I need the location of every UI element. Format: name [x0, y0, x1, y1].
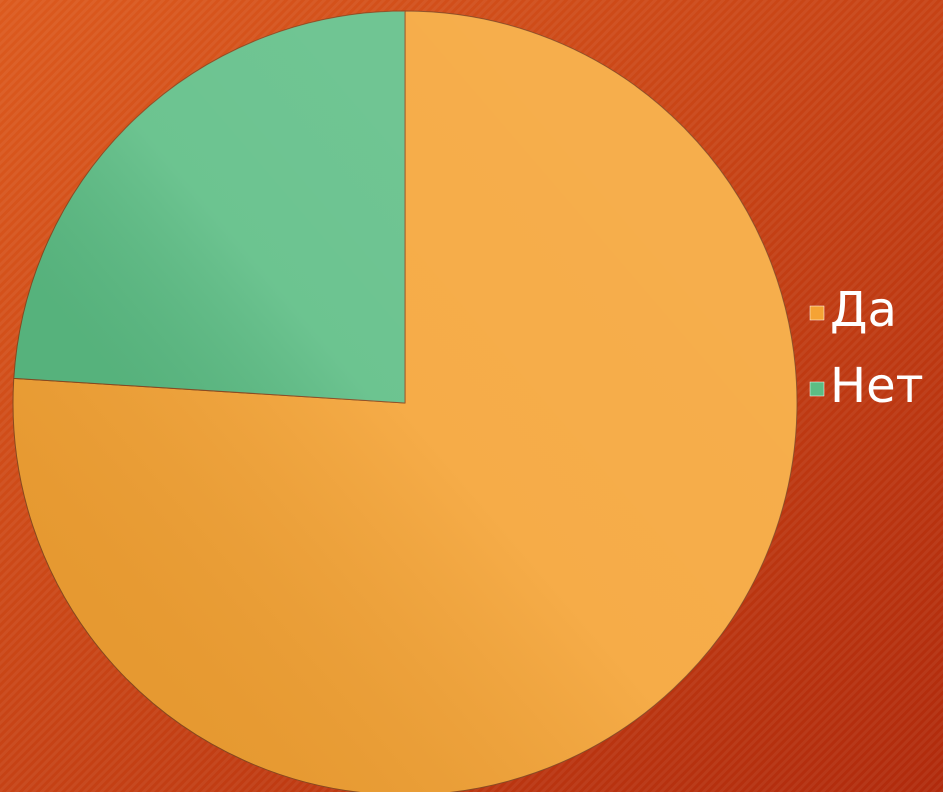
slice-shading [13, 11, 405, 403]
legend-swatch [809, 305, 825, 321]
legend-label: Нет [830, 358, 924, 414]
legend-swatch [809, 381, 825, 397]
pie [12, 10, 798, 792]
legend-label: Да [830, 282, 897, 338]
legend: Да Нет [809, 282, 924, 414]
slice-shading [13, 11, 797, 792]
